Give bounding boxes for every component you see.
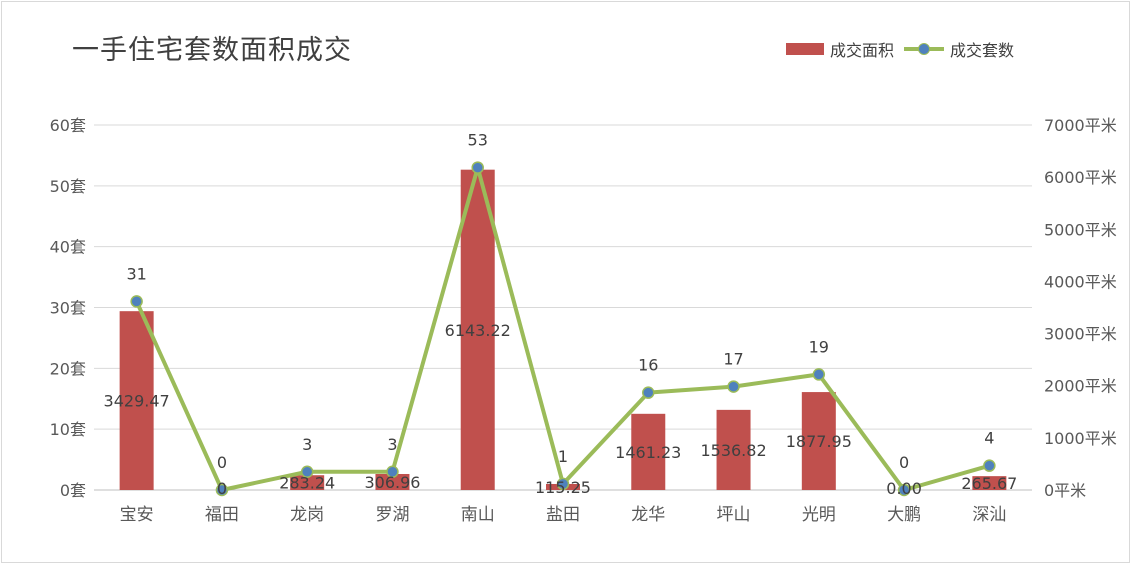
line-data-label: 19 xyxy=(809,337,829,356)
line-point xyxy=(215,483,229,497)
legend-bar-label: 成交面积 xyxy=(830,41,895,60)
y-left-tick-label: 10套 xyxy=(50,420,86,439)
chart-title: 一手住宅套数面积成交 xyxy=(72,35,352,66)
line-data-label: 31 xyxy=(126,264,146,283)
y-left-tick-label: 50套 xyxy=(50,177,86,196)
y-left-tick-label: 20套 xyxy=(50,359,86,378)
y-left-tick-label: 60套 xyxy=(50,116,86,135)
line-data-label: 0 xyxy=(899,453,909,472)
x-tick-label: 光明 xyxy=(802,505,836,525)
x-tick-label: 坪山 xyxy=(717,505,751,525)
bar-data-label: 115.25 xyxy=(535,478,591,497)
bar xyxy=(972,476,1007,490)
y-right-tick-label: 3000平米 xyxy=(1044,325,1117,344)
y-right-tick-label: 1000平米 xyxy=(1044,429,1117,448)
bar-data-label: 1536.82 xyxy=(700,441,766,460)
x-tick-label: 福田 xyxy=(205,505,239,525)
line-point xyxy=(386,465,399,478)
bar-data-label: 0 xyxy=(217,479,227,498)
line-data-label: 1 xyxy=(558,447,568,466)
x-tick-label: 大鹏 xyxy=(887,505,921,525)
y-right-tick-label: 0平米 xyxy=(1044,481,1086,500)
bar xyxy=(119,311,154,490)
line-point xyxy=(130,295,143,308)
y-right-tick-label: 7000平米 xyxy=(1044,116,1117,135)
chart-legend: 成交面积 成交套数 xyxy=(786,37,1024,61)
y-right-tick-label: 6000平米 xyxy=(1044,168,1117,187)
line-data-label: 17 xyxy=(723,350,743,369)
line-point xyxy=(556,477,570,491)
bar xyxy=(290,475,325,490)
line-point xyxy=(642,386,655,399)
line-point xyxy=(300,465,314,478)
y-right-tick-label: 4000平米 xyxy=(1044,272,1117,291)
line-data-label: 4 xyxy=(984,429,994,448)
bar-data-label: 1461.23 xyxy=(615,443,681,462)
bar-data-label: 265.67 xyxy=(961,474,1017,493)
x-tick-label: 龙岗 xyxy=(290,505,324,525)
x-tick-label: 罗湖 xyxy=(375,505,409,525)
y-left-tick-label: 40套 xyxy=(50,238,86,257)
line-data-label: 0 xyxy=(217,453,227,472)
bar xyxy=(801,392,836,490)
y-right-tick-label: 5000平米 xyxy=(1044,220,1117,239)
x-tick-label: 深汕 xyxy=(972,505,1006,525)
bar-data-label: 0.00 xyxy=(886,479,922,498)
line-data-label: 3 xyxy=(302,435,312,454)
y-left-tick-label: 30套 xyxy=(50,299,86,318)
line-point xyxy=(471,161,484,174)
bar xyxy=(460,169,495,490)
bar-data-label: 1877.95 xyxy=(786,432,852,451)
line-data-label: 16 xyxy=(638,356,658,375)
bar xyxy=(716,409,751,490)
legend-bar-swatch xyxy=(786,43,824,55)
x-tick-label: 宝安 xyxy=(120,505,154,525)
line-point xyxy=(897,483,911,497)
bar-data-label: 283.24 xyxy=(279,474,335,493)
bar-data-label: 306.96 xyxy=(364,473,420,492)
legend-line-label: 成交套数 xyxy=(950,41,1015,60)
line-data-label: 3 xyxy=(387,435,397,454)
line-point xyxy=(727,380,740,393)
legend-item-line: 成交套数 xyxy=(904,37,1014,61)
y-right-tick-label: 2000平米 xyxy=(1044,377,1117,396)
legend-line-swatch xyxy=(904,43,945,55)
bar-data-label: 6143.22 xyxy=(445,321,511,340)
bar xyxy=(375,473,410,490)
line-data-label: 53 xyxy=(468,131,488,150)
x-tick-label: 盐田 xyxy=(546,505,580,525)
line-point xyxy=(812,368,826,381)
y-left-tick-label: 0套 xyxy=(60,481,86,500)
x-tick-label: 龙华 xyxy=(631,505,665,525)
legend-item-bar: 成交面积 xyxy=(786,37,894,61)
x-tick-label: 南山 xyxy=(461,505,495,525)
bar xyxy=(631,413,666,490)
bar-data-label: 3429.47 xyxy=(104,392,170,411)
series-line xyxy=(134,165,990,492)
line-point xyxy=(983,459,996,472)
